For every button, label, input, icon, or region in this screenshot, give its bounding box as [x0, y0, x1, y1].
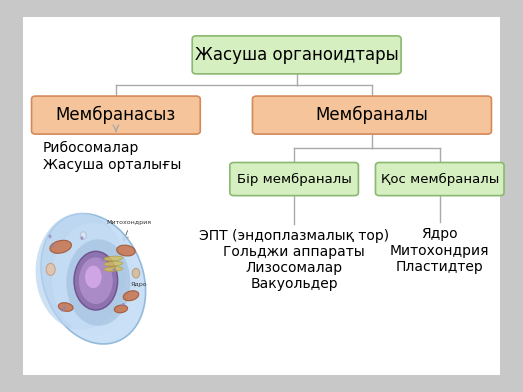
Ellipse shape — [104, 261, 123, 266]
FancyBboxPatch shape — [230, 163, 358, 196]
Ellipse shape — [79, 257, 113, 304]
Ellipse shape — [101, 258, 104, 262]
Text: Ядро: Ядро — [131, 282, 147, 287]
Ellipse shape — [36, 213, 126, 330]
Ellipse shape — [132, 268, 140, 278]
Ellipse shape — [66, 239, 130, 326]
Text: Жасуша органоидтары: Жасуша органоидтары — [195, 46, 399, 64]
Ellipse shape — [117, 245, 135, 256]
Text: Бір мембраналы: Бір мембраналы — [237, 172, 351, 185]
Ellipse shape — [52, 244, 55, 248]
Ellipse shape — [81, 236, 84, 240]
Text: Митохондрия: Митохондрия — [106, 220, 151, 225]
Ellipse shape — [52, 223, 135, 334]
Text: Рибосомалар
Жасуша орталығы: Рибосомалар Жасуша орталығы — [43, 142, 181, 172]
Ellipse shape — [104, 256, 123, 261]
Ellipse shape — [113, 268, 116, 272]
Ellipse shape — [61, 308, 64, 312]
Ellipse shape — [122, 303, 125, 307]
FancyBboxPatch shape — [192, 36, 401, 74]
Ellipse shape — [80, 232, 86, 239]
Text: Ядро
Митохондрия
Пластидтер: Ядро Митохондрия Пластидтер — [390, 227, 490, 274]
Ellipse shape — [49, 234, 51, 238]
Ellipse shape — [46, 263, 55, 276]
FancyBboxPatch shape — [23, 17, 500, 375]
Ellipse shape — [85, 266, 101, 288]
Ellipse shape — [41, 214, 145, 344]
Ellipse shape — [63, 305, 66, 309]
Ellipse shape — [59, 303, 73, 311]
Ellipse shape — [123, 291, 139, 301]
Ellipse shape — [74, 251, 118, 310]
Ellipse shape — [114, 305, 128, 313]
Text: Мембраналы: Мембраналы — [315, 106, 428, 124]
Text: ЭПТ (эндоплазмалық тор)
Гольджи аппараты
Лизосомалар
Вакуольдер: ЭПТ (эндоплазмалық тор) Гольджи аппараты… — [199, 229, 389, 291]
Ellipse shape — [104, 267, 123, 271]
Text: Қос мембраналы: Қос мембраналы — [381, 172, 499, 185]
FancyBboxPatch shape — [253, 96, 492, 134]
Ellipse shape — [50, 240, 72, 253]
FancyBboxPatch shape — [376, 163, 504, 196]
Text: Мембранасыз: Мембранасыз — [56, 106, 176, 124]
FancyBboxPatch shape — [31, 96, 200, 134]
